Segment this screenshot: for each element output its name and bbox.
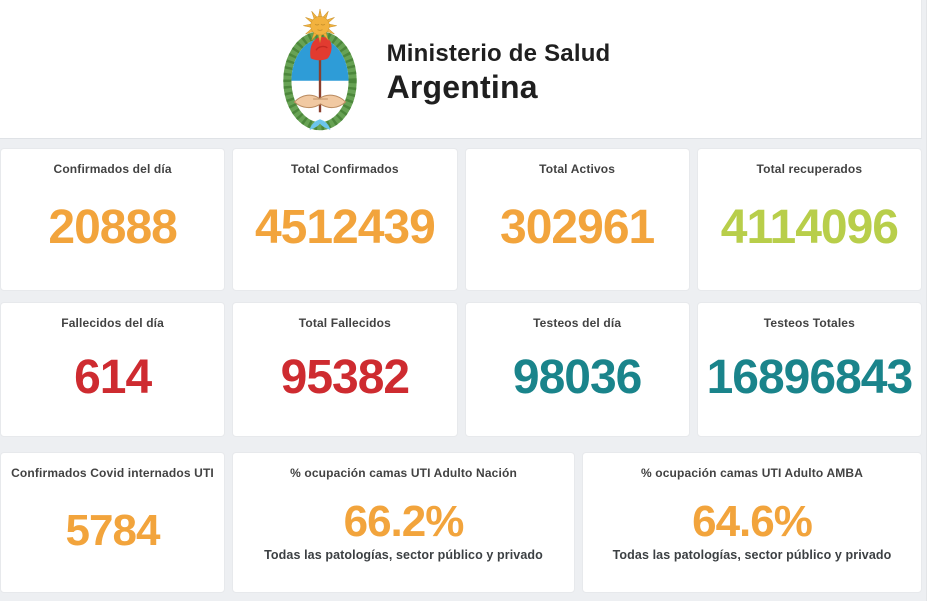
scorecard-testeos-totales: Testeos Totales 16896843: [696, 302, 922, 437]
card-title: Testeos Totales: [763, 316, 855, 330]
brand-text: Ministerio de Salud Argentina: [387, 40, 611, 106]
card-title: % ocupación camas UTI Adulto Nación: [290, 466, 517, 480]
brand: Ministerio de Salud Argentina: [282, 7, 611, 131]
partial-next-card-edge: [926, 0, 931, 601]
card-value: 4512439: [254, 200, 436, 254]
card-title: Fallecidos del día: [61, 316, 164, 330]
card-title: Confirmados del día: [53, 162, 172, 176]
scorecard-ocupacion-uti-amba: % ocupación camas UTI Adulto AMBA 64.6% …: [582, 452, 922, 593]
card-subtitle: Todas las patologías, sector público y p…: [612, 547, 892, 562]
scorecard-total-recuperados: Total recuperados 4114096: [696, 148, 922, 291]
scorecard-confirmados-uti: Confirmados Covid internados UTI 5784: [0, 452, 225, 593]
scorecard-total-confirmados: Total Confirmados 4512439: [232, 148, 458, 291]
country-name: Argentina: [386, 69, 538, 105]
scorecard-ocupacion-uti-nacion: % ocupación camas UTI Adulto Nación 66.2…: [232, 452, 575, 593]
ministry-name: Ministerio de Salud: [386, 40, 611, 68]
card-title: % ocupación camas UTI Adulto AMBA: [640, 466, 864, 480]
card-title: Total Activos: [539, 162, 616, 176]
card-title: Total Fallecidos: [298, 316, 391, 330]
card-title: Total recuperados: [756, 162, 863, 176]
scorecard-fallecidos-del-dia: Fallecidos del día 614: [0, 302, 226, 437]
card-subtitle: Todas las patologías, sector público y p…: [264, 547, 543, 562]
card-value: 64.6%: [692, 496, 813, 546]
scorecard-grid: Confirmados del día 20888 Total Confirma…: [0, 148, 922, 593]
card-value: 5784: [65, 505, 161, 555]
card-value: 4114096: [720, 200, 899, 254]
header: Ministerio de Salud Argentina: [0, 0, 922, 139]
row-confirmados: Confirmados del día 20888 Total Confirma…: [0, 148, 922, 291]
card-value: 16896843: [706, 350, 914, 404]
card-value: 66.2%: [343, 496, 465, 546]
card-value: 95382: [280, 350, 410, 404]
scorecard-confirmados-del-dia: Confirmados del día 20888: [0, 148, 226, 291]
argentina-coat-of-arms-icon: [282, 8, 357, 131]
card-title: Total Confirmados: [291, 162, 399, 176]
card-value: 614: [74, 350, 152, 404]
scorecard-total-fallecidos: Total Fallecidos 95382: [232, 302, 458, 437]
row-uti: Confirmados Covid internados UTI 5784 % …: [0, 452, 922, 593]
scorecard-total-activos: Total Activos 302961: [464, 148, 690, 291]
card-value: 302961: [500, 200, 655, 254]
card-value: 98036: [512, 350, 642, 404]
card-title: Confirmados Covid internados UTI: [11, 466, 214, 480]
scorecard-testeos-del-dia: Testeos del día 98036: [464, 302, 690, 437]
row-fallecidos-testeos: Fallecidos del día 614 Total Fallecidos …: [0, 302, 922, 437]
card-title: Testeos del día: [533, 316, 622, 330]
card-value: 20888: [48, 200, 177, 254]
